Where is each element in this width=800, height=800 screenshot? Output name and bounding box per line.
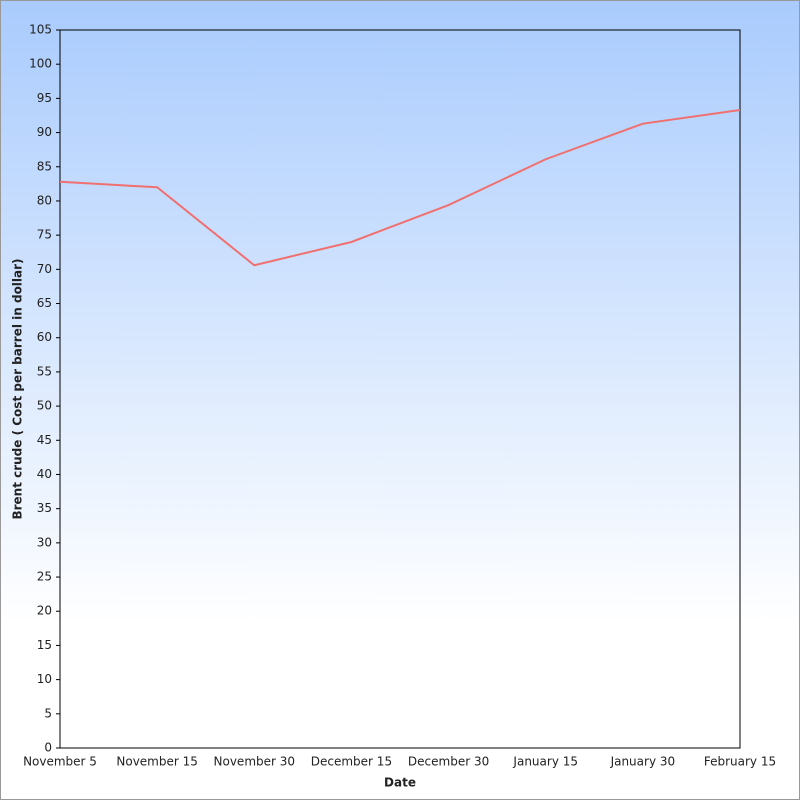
x-tick-label: February 15 xyxy=(704,755,776,769)
y-tick-label: 95 xyxy=(37,91,52,105)
x-tick-label: December 15 xyxy=(311,755,392,769)
y-tick-label: 20 xyxy=(37,604,52,618)
y-tick-label: 100 xyxy=(29,57,52,71)
y-tick-label: 80 xyxy=(37,193,52,207)
y-tick-label: 40 xyxy=(37,467,52,481)
y-axis-title: Brent crude ( Cost per barrel in dollar) xyxy=(11,258,25,519)
line-series xyxy=(59,109,741,267)
x-tick-label: January 30 xyxy=(610,755,676,769)
y-tick-label: 15 xyxy=(37,638,52,652)
x-tick-label: December 30 xyxy=(408,755,489,769)
x-tick-label: November 5 xyxy=(23,755,97,769)
y-tick-label: 5 xyxy=(44,706,52,720)
y-tick-label: 35 xyxy=(37,501,52,515)
y-tick-label: 0 xyxy=(44,741,52,755)
y-tick-label: 50 xyxy=(37,399,52,413)
x-tick-label: November 30 xyxy=(214,755,296,769)
x-tick-label: November 15 xyxy=(116,755,198,769)
y-tick-label: 85 xyxy=(37,159,52,173)
y-tick-label: 75 xyxy=(37,228,52,242)
x-tick-label: January 15 xyxy=(512,755,578,769)
x-axis-title: Date xyxy=(384,776,416,790)
y-tick-label: 55 xyxy=(37,364,52,378)
y-tick-label: 70 xyxy=(37,262,52,276)
y-tick-label: 45 xyxy=(37,433,52,447)
plot-frame xyxy=(59,29,741,749)
y-tick-label: 60 xyxy=(37,330,52,344)
y-tick-label: 65 xyxy=(37,296,52,310)
y-tick-label: 90 xyxy=(37,125,52,139)
y-tick-label: 30 xyxy=(37,535,52,549)
y-tick-label: 10 xyxy=(37,672,52,686)
y-tick-label: 105 xyxy=(29,23,52,37)
y-tick-label: 25 xyxy=(37,570,52,584)
